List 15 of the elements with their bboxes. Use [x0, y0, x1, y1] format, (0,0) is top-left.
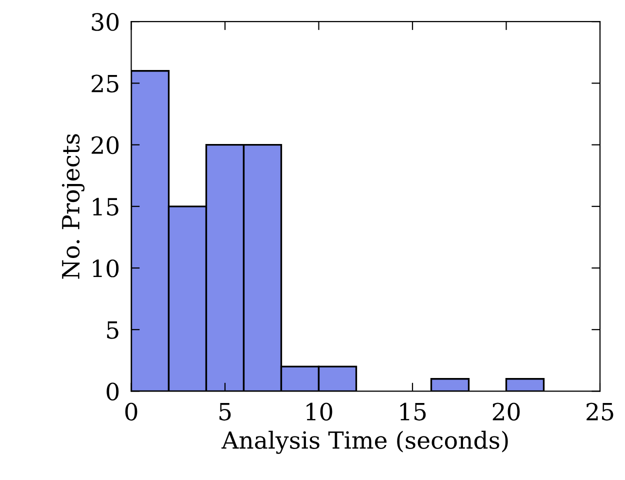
y-tick-label: 30 — [92, 13, 119, 31]
x-tick-label: 20 — [492, 402, 520, 421]
y-axis-title: No. Projects — [62, 134, 85, 279]
x-tick-label: 0 — [125, 402, 138, 421]
x-tick-label: 25 — [586, 402, 614, 421]
y-tick-label: 10 — [92, 259, 119, 278]
x-tick-label: 15 — [400, 402, 426, 421]
y-tick-label: 20 — [92, 136, 119, 154]
x-tick-label: 10 — [306, 402, 332, 421]
x-axis-title: Analysis Time (seconds) — [221, 430, 508, 454]
y-tick-label: 25 — [92, 74, 118, 93]
y-tick-label: 15 — [92, 198, 118, 216]
y-tick-label: 0 — [106, 382, 119, 401]
x-tick-label: 5 — [219, 403, 231, 421]
y-tick-label: 5 — [107, 321, 118, 339]
